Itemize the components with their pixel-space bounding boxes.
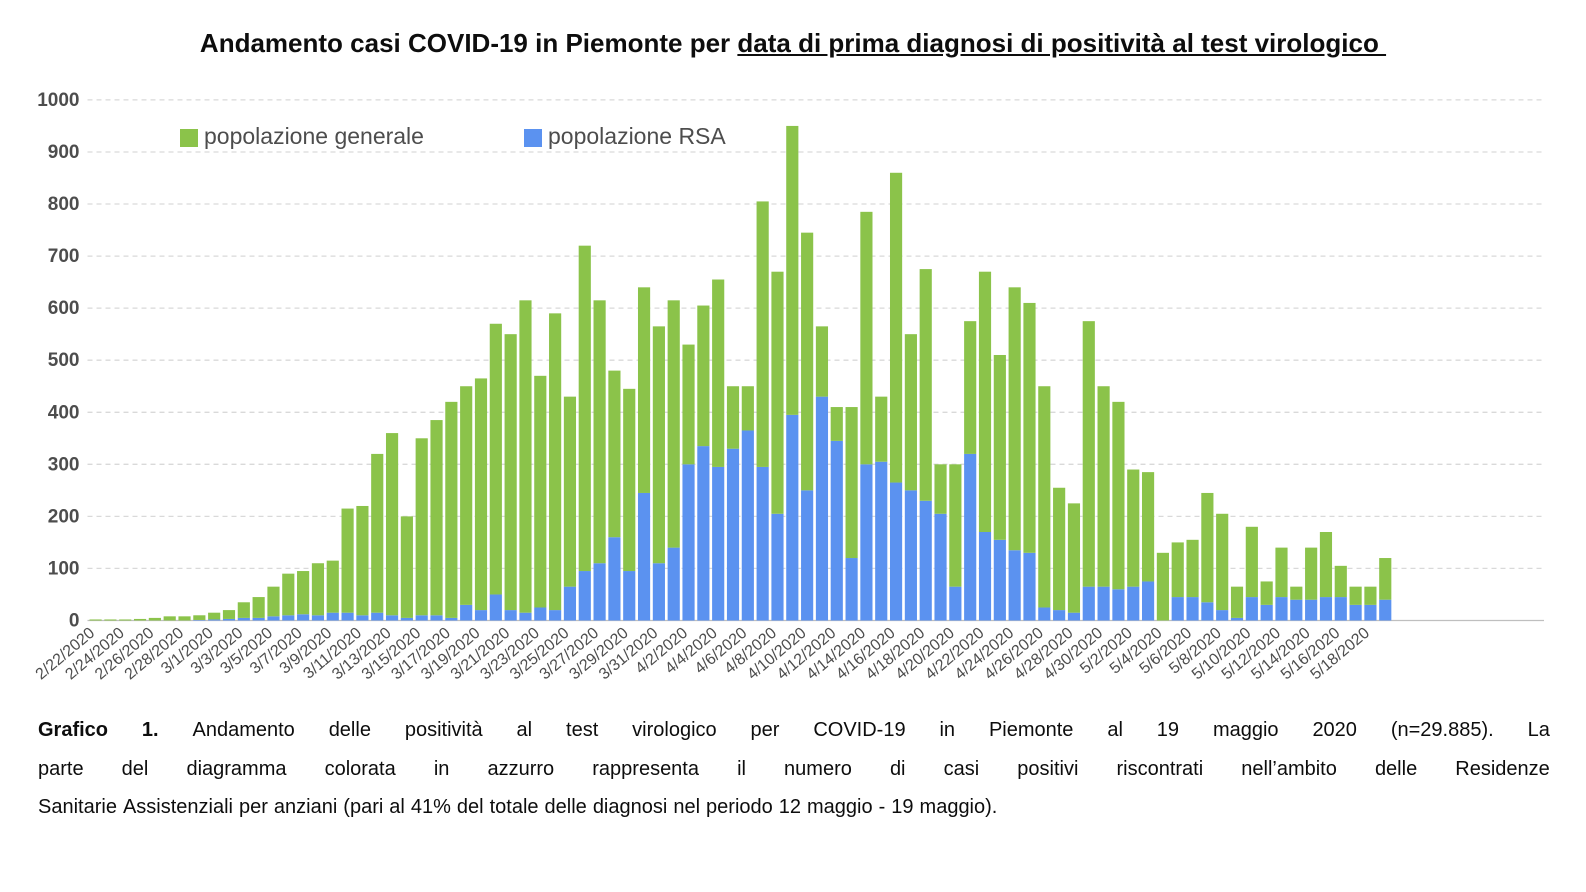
svg-text:popolazione RSA: popolazione RSA — [548, 123, 726, 149]
svg-text:1000: 1000 — [37, 90, 79, 111]
svg-text:200: 200 — [48, 506, 80, 527]
svg-text:300: 300 — [48, 454, 80, 475]
svg-text:600: 600 — [48, 298, 80, 319]
svg-text:0: 0 — [69, 611, 80, 632]
svg-text:500: 500 — [48, 350, 80, 371]
svg-text:700: 700 — [48, 246, 80, 267]
svg-text:popolazione generale: popolazione generale — [204, 123, 424, 149]
svg-text:900: 900 — [48, 142, 80, 163]
svg-text:100: 100 — [48, 558, 80, 579]
svg-text:400: 400 — [48, 402, 80, 423]
svg-text:800: 800 — [48, 194, 80, 215]
